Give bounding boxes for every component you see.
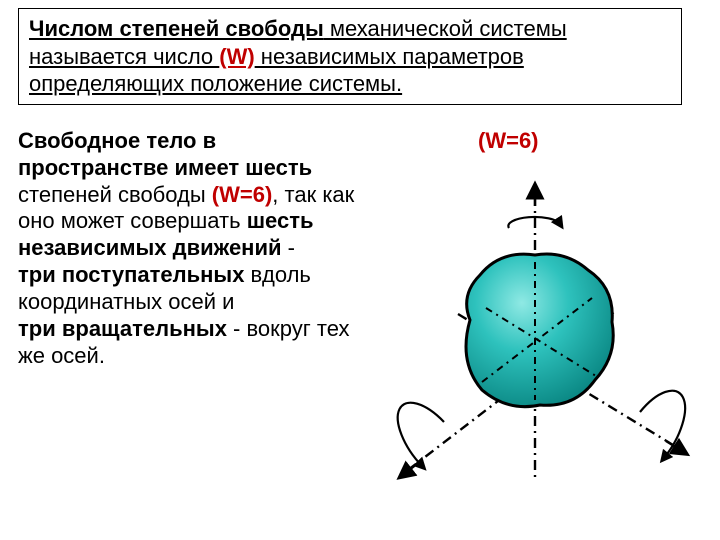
- rotation-arc-left: [398, 403, 444, 466]
- definition-box: Числом степеней свободы механической сис…: [18, 8, 682, 105]
- body-l2d: -: [282, 235, 295, 260]
- body-paragraph: Свободное тело в пространстве имеет шест…: [18, 128, 370, 369]
- free-body-shape: [466, 254, 613, 407]
- def-w-symbol: (W): [219, 44, 254, 69]
- body-line1: Свободное тело в пространстве имеет шест…: [18, 128, 312, 180]
- body-l2a: степеней свободы: [18, 182, 212, 207]
- body-l3a: три поступательных: [18, 262, 244, 287]
- def-term: Числом степеней свободы: [29, 16, 324, 41]
- body-l2-w: (W=6): [212, 182, 273, 207]
- degrees-of-freedom-diagram: [360, 150, 710, 520]
- body-l4a: три вращательных: [18, 316, 227, 341]
